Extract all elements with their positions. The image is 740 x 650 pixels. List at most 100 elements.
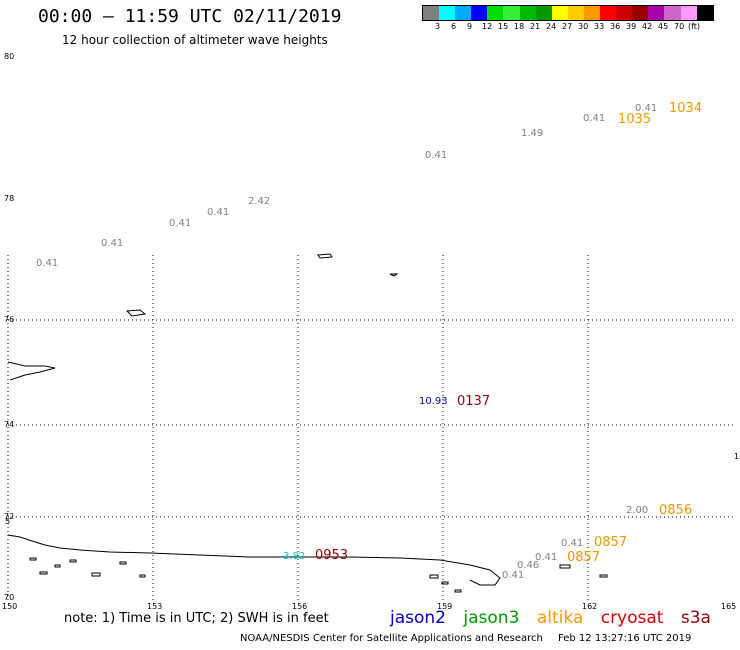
island [599,574,608,578]
legend-swatch [600,6,617,20]
coastline [7,253,501,586]
lon-label: 150 [2,602,18,611]
legend-swatch [439,6,456,20]
island [389,273,399,277]
wave-height-label: 0.41 [169,218,192,229]
coastline-main [7,534,501,586]
lat-label: 78 [4,194,15,203]
units-note: note: 1) Time is in UTC; 2) SWH is in fe… [64,611,329,626]
legend-swatch [632,6,649,20]
lat-label: 76 [4,315,15,324]
legend-label: 27 [562,22,573,31]
lon-label: 162 [582,602,598,611]
wave-height-label: 0.41 [583,113,606,124]
pass-time-label: 0953 [315,548,349,563]
wave-height-label: 0.41 [207,207,230,218]
island-cluster [29,557,608,593]
graticule [7,255,736,600]
island [559,564,571,569]
island [119,561,127,565]
legend-swatch [455,6,472,20]
island [429,574,439,579]
wave-height-label: 0.41 [101,238,124,249]
legend-label: 30 [578,22,589,31]
legend-label: 70 [674,22,685,31]
island [317,253,333,259]
lon-label: 165 [721,602,737,611]
legend-label: 18 [514,22,525,31]
wave-height-label: 2.00 [626,505,649,516]
lon-label: 156 [292,602,308,611]
legend-label: 33 [594,22,605,31]
legend-swatch [503,6,520,20]
island [139,574,146,578]
lon-label: 153 [147,602,163,611]
satellite-legend: jason2 jason3 altika cryosat s3a [390,608,723,628]
island [441,581,449,585]
lat-label: 74 [4,420,15,429]
legend-swatch [487,6,504,20]
pass-time-label: 0137 [457,394,491,409]
legend-label: 9 [467,22,473,31]
legend-label: (ft) [688,22,701,31]
wave-height-label: 10.93 [419,396,448,407]
wave-height-label: 2.42 [248,196,271,207]
wave-height-label: 0.41 [36,258,59,269]
wave-height-label: 0.41 [425,150,448,161]
pass-time-label: 0857 [594,535,628,550]
lat-side-label: 5 [5,517,11,526]
legend-label: 45 [658,22,669,31]
island [125,309,147,317]
pass-time-label: 0857 [567,550,601,565]
satellite-name: altika [536,608,584,628]
island [54,564,61,568]
legend-swatch [664,6,681,20]
legend-label: 15 [498,22,509,31]
legend-swatch [423,6,440,20]
footer: NOAA/NESDIS Center for Satellite Applica… [240,633,691,644]
legend-swatch [680,6,697,20]
pass-time-label: 0856 [659,503,693,518]
legend-swatch [616,6,633,20]
island [29,557,37,561]
legend-swatch [567,6,584,20]
lat-label: 70 [4,593,15,602]
island [454,589,462,593]
wave-height-label: 0.41 [561,538,584,549]
legend-swatch [696,6,713,20]
coastline-west [7,361,56,381]
legend-label: 3 [435,22,441,31]
satellite-name: jason2 [390,608,446,628]
wave-height-label: 0.46 [517,560,540,571]
generated-timestamp: Feb 12 13:27:16 UTC 2019 [558,633,692,644]
legend-swatch [471,6,488,20]
satellite-name: s3a [680,608,711,628]
island [69,559,77,563]
wave-height-label: 0.41 [502,570,525,581]
island [39,571,48,575]
map-subtitle: 12 hour collection of altimeter wave hei… [62,33,328,47]
legend-label: 21 [530,22,541,31]
color-legend [422,5,714,21]
legend-label: 24 [546,22,557,31]
legend-swatch [519,6,536,20]
wave-height-label: 0.41 [635,103,658,114]
wave-height-label: 0.41 [535,552,558,563]
island [91,572,101,577]
legend-label: 42 [642,22,653,31]
legend-label: 36 [610,22,621,31]
map-title: 00:00 — 11:59 UTC 02/11/2019 [38,6,342,27]
legend-label: 39 [626,22,637,31]
lat-label: 80 [4,52,15,61]
wave-height-label: 3.82 [283,551,306,562]
satellite-name: jason3 [463,608,520,628]
legend-swatch [551,6,568,20]
wave-height-label: 1.49 [521,128,544,139]
satellite-name: cryosat [600,608,664,628]
legend-label: 12 [482,22,493,31]
legend-swatch [535,6,552,20]
lon-label: 159 [437,602,453,611]
legend-label: 6 [451,22,457,31]
lat-side-label: 1 [734,452,740,461]
